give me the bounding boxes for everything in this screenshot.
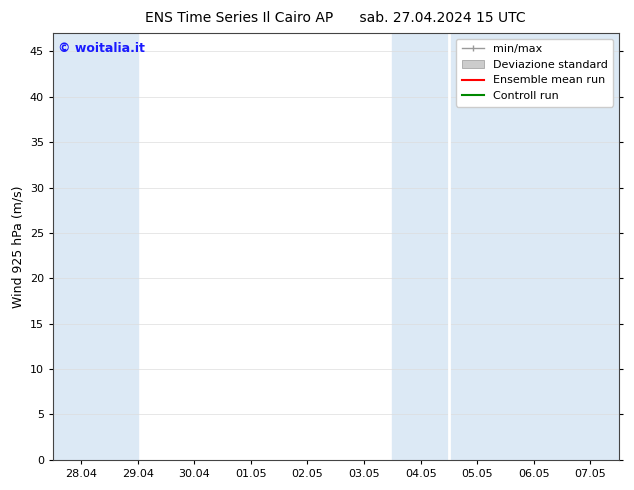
Y-axis label: Wind 925 hPa (m/s): Wind 925 hPa (m/s) [11,185,24,308]
Legend: min/max, Deviazione standard, Ensemble mean run, Controll run: min/max, Deviazione standard, Ensemble m… [456,39,613,106]
Title: ENS Time Series Il Cairo AP      sab. 27.04.2024 15 UTC: ENS Time Series Il Cairo AP sab. 27.04.2… [145,11,526,25]
Bar [392,33,505,460]
Text: © woitalia.it: © woitalia.it [58,42,145,55]
Bar [505,33,619,460]
Bar [53,33,138,460]
